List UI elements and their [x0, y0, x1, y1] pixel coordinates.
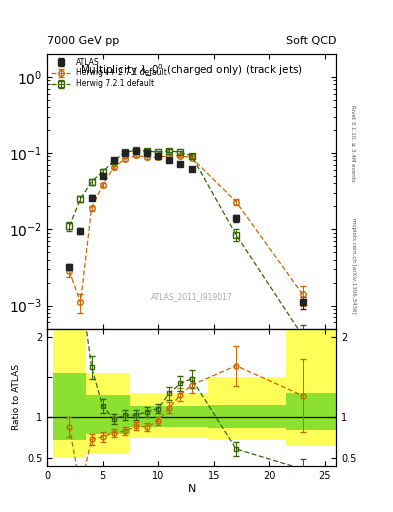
Text: Multiplicity $\lambda\_0^0$ (charged only) (track jets): Multiplicity $\lambda\_0^0$ (charged onl…: [80, 62, 303, 79]
Text: mcplots.cern.ch [arXiv:1306.3436]: mcplots.cern.ch [arXiv:1306.3436]: [351, 219, 356, 314]
X-axis label: N: N: [187, 483, 196, 494]
Legend: ATLAS, Herwig++ 2.7.1 default, Herwig 7.2.1 default: ATLAS, Herwig++ 2.7.1 default, Herwig 7.…: [50, 56, 169, 90]
Y-axis label: Ratio to ATLAS: Ratio to ATLAS: [12, 364, 21, 430]
Text: ATLAS_2011_I919017: ATLAS_2011_I919017: [151, 292, 233, 301]
Text: Soft QCD: Soft QCD: [286, 36, 336, 46]
Text: Rivet 3.1.10, ≥ 3.4M events: Rivet 3.1.10, ≥ 3.4M events: [351, 105, 356, 182]
Text: 7000 GeV pp: 7000 GeV pp: [47, 36, 119, 46]
